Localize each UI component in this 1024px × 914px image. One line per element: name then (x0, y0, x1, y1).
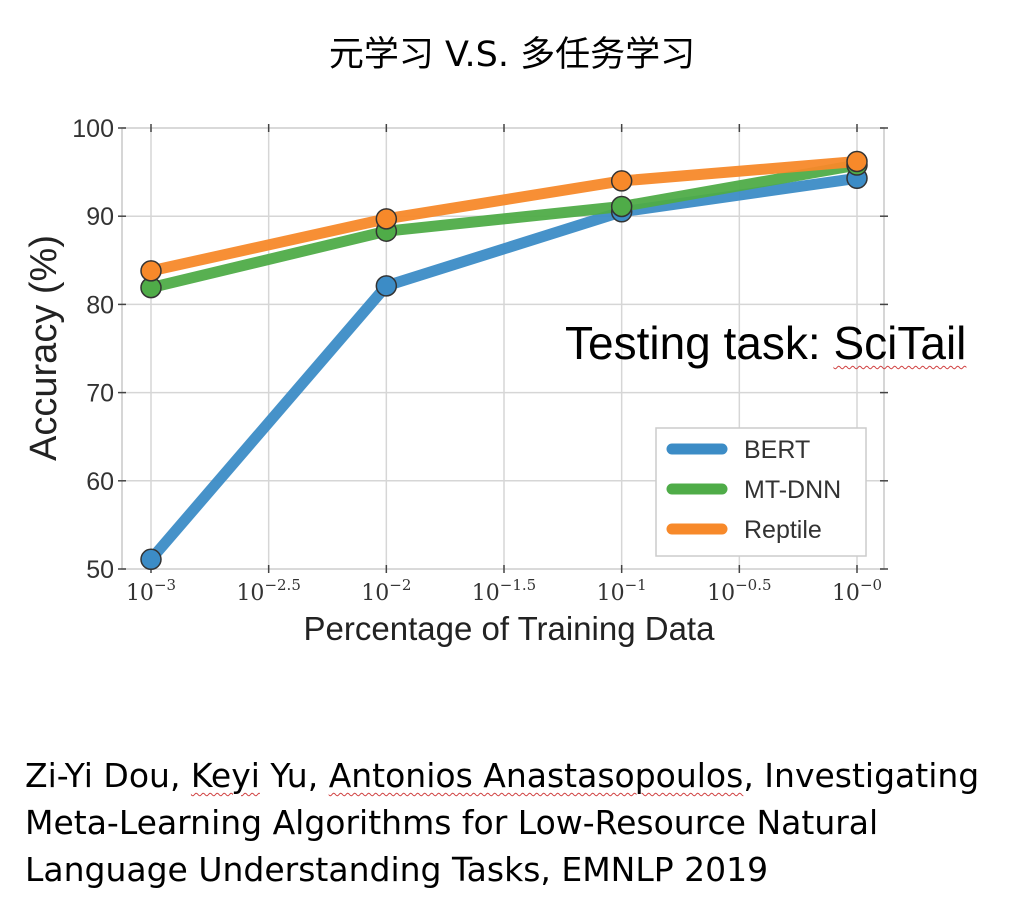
legend-label-bert: BERT (744, 436, 810, 464)
y-tick-label: 100 (72, 115, 114, 143)
data-point-reptile (610, 170, 633, 192)
x-tick-label: 10−0 (832, 576, 882, 606)
y-tick-labels: 50 60 70 80 90 100 (72, 115, 114, 584)
citation-author-1: Zi-Yi Dou (25, 756, 170, 795)
citation-author-2-first: Keyi (190, 756, 260, 795)
legend: BERT MT-DNN Reptile (655, 427, 867, 557)
citation: Zi-Yi Dou, Keyi Yu, Antonios Anastasopou… (25, 752, 1015, 893)
x-axis-label: Percentage of Training Data (304, 610, 716, 647)
data-point-reptile (140, 260, 162, 282)
annotation-prefix: Testing task: (565, 317, 834, 369)
x-tick-label: 10−0.5 (707, 576, 771, 606)
testing-task-annotation: Testing task: SciTail (565, 316, 966, 370)
series-line-reptile (145, 156, 863, 277)
x-tick-labels: 10−3 10−2.5 10−2 10−1.5 10−1 10−0.5 10−0 (126, 576, 882, 606)
series-lines (145, 156, 863, 565)
y-tick-label: 90 (86, 203, 114, 231)
x-tick-label: 10−1.5 (472, 576, 536, 606)
x-tick-label: 10−3 (126, 576, 176, 606)
annotation-task: SciTail (833, 317, 967, 369)
series-line-mt-dnn (145, 159, 863, 294)
data-point-reptile (375, 208, 398, 230)
citation-author-2-last: Yu (259, 756, 308, 795)
series-line-bert (145, 172, 863, 565)
data-point-reptile (846, 150, 868, 173)
x-tick-label: 10−2 (361, 576, 411, 606)
data-point-mt-dnn (610, 195, 633, 218)
series-points (140, 150, 868, 571)
data-point-bert (375, 275, 398, 297)
legend-label-mt-dnn: MT-DNN (744, 476, 841, 504)
citation-author-3: Antonios Anastasopoulos (328, 756, 744, 795)
y-tick-label: 50 (86, 556, 114, 584)
slide-title: 元学习 V.S. 多任务学习 (328, 35, 696, 75)
legend-label-reptile: Reptile (744, 516, 822, 544)
y-tick-label: 70 (86, 380, 114, 408)
y-tick-label: 80 (86, 291, 114, 319)
citation-separator: , (169, 756, 191, 795)
x-tick-label: 10−2.5 (236, 576, 300, 606)
x-tick-label: 10−1 (597, 576, 647, 606)
y-tick-label: 60 (86, 468, 114, 496)
citation-separator: , (307, 756, 329, 795)
data-point-bert (140, 548, 162, 571)
citation-title: , Investigating Meta-Learning Algorithms… (25, 756, 980, 889)
y-axis-label: Accuracy (%) (23, 235, 65, 461)
